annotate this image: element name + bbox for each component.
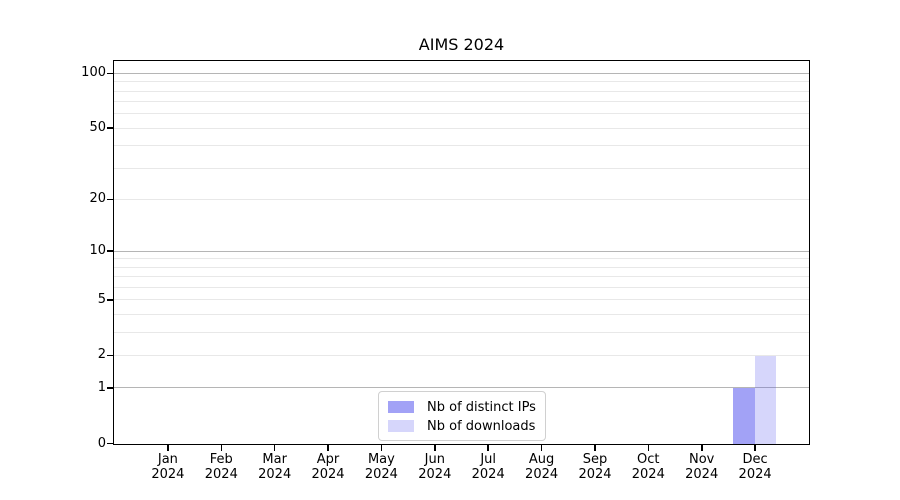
y-axis-tick [107, 127, 113, 129]
y-axis-tick-label: 0 [97, 435, 106, 451]
x-axis-tick-label: Apr 2024 [311, 452, 345, 482]
x-axis-tick-label: Jul 2024 [471, 452, 505, 482]
gridline-major [114, 72, 809, 74]
x-axis-tick [754, 445, 756, 451]
y-axis-tick-label: 20 [89, 191, 106, 207]
bar-nb-of-downloads [754, 355, 777, 444]
chart-title: AIMS 2024 [418, 35, 505, 54]
x-axis-tick [701, 445, 703, 451]
x-axis-tick-label: Feb 2024 [204, 452, 238, 482]
y-axis-tick-label: 100 [81, 65, 106, 81]
y-axis-tick [107, 387, 113, 389]
gridline-minor [114, 90, 809, 92]
legend-label-distinct-ips: Nb of distinct IPs [427, 399, 536, 415]
x-axis-tick [487, 445, 489, 451]
gridline-minor [114, 113, 809, 115]
gridline-minor [114, 266, 809, 268]
y-axis-tick-label: 1 [97, 379, 106, 395]
x-axis-tick-label: Dec 2024 [738, 452, 772, 482]
gridline-minor [114, 354, 809, 356]
legend-swatch-downloads [388, 420, 414, 432]
gridline-minor [114, 145, 809, 147]
x-axis-tick-label: Aug 2024 [525, 452, 559, 482]
legend-swatch-distinct-ips [388, 401, 414, 413]
x-axis-tick [220, 445, 222, 451]
x-axis-tick-label: May 2024 [364, 452, 398, 482]
gridline-minor [114, 276, 809, 278]
y-axis-tick-label: 2 [97, 347, 106, 363]
x-axis-tick [647, 445, 650, 451]
bar-nb-of-distinct-ips [733, 388, 755, 444]
gridline-minor [114, 167, 809, 169]
y-axis-tick [107, 299, 113, 301]
gridline-minor [114, 313, 809, 315]
gridline-minor [114, 127, 809, 129]
x-axis-tick-label: Mar 2024 [258, 452, 292, 482]
y-axis-tick-label: 50 [89, 120, 106, 136]
plot-area: Nb of distinct IPs Nb of downloads [113, 60, 810, 445]
gridline-minor [114, 101, 809, 103]
x-axis-tick [540, 445, 543, 451]
legend-item-distinct-ips: Nb of distinct IPs [388, 398, 536, 416]
y-axis-tick [107, 250, 113, 252]
x-axis-tick-label: Nov 2024 [685, 452, 719, 482]
y-axis-tick [107, 354, 113, 357]
x-axis-tick [380, 445, 383, 451]
x-axis-tick-label: Jan 2024 [151, 452, 185, 482]
x-axis-tick [327, 445, 329, 451]
x-axis-tick [434, 445, 436, 451]
legend-label-downloads: Nb of downloads [427, 418, 536, 434]
x-axis-tick-label: Jun 2024 [418, 452, 452, 482]
y-axis-tick [107, 72, 113, 74]
x-axis-tick [167, 445, 169, 451]
legend: Nb of distinct IPs Nb of downloads [378, 391, 546, 441]
y-axis-tick-label: 5 [97, 291, 106, 307]
gridline-major [114, 387, 809, 389]
gridline-minor [114, 299, 809, 301]
gridline-minor [114, 198, 809, 200]
gridline-minor [114, 331, 809, 333]
gridline-minor [114, 286, 809, 288]
x-axis-tick [273, 445, 276, 451]
x-axis-tick-label: Sep 2024 [578, 452, 612, 482]
legend-item-downloads: Nb of downloads [388, 417, 536, 435]
x-axis-tick [594, 445, 596, 451]
y-axis-tick-label: 10 [89, 243, 106, 259]
y-axis-tick [107, 198, 113, 200]
gridline-minor [114, 258, 809, 260]
gridline-major [114, 250, 809, 252]
gridline-minor [114, 81, 809, 83]
y-axis-tick [107, 442, 113, 445]
x-axis-tick-label: Oct 2024 [631, 452, 665, 482]
